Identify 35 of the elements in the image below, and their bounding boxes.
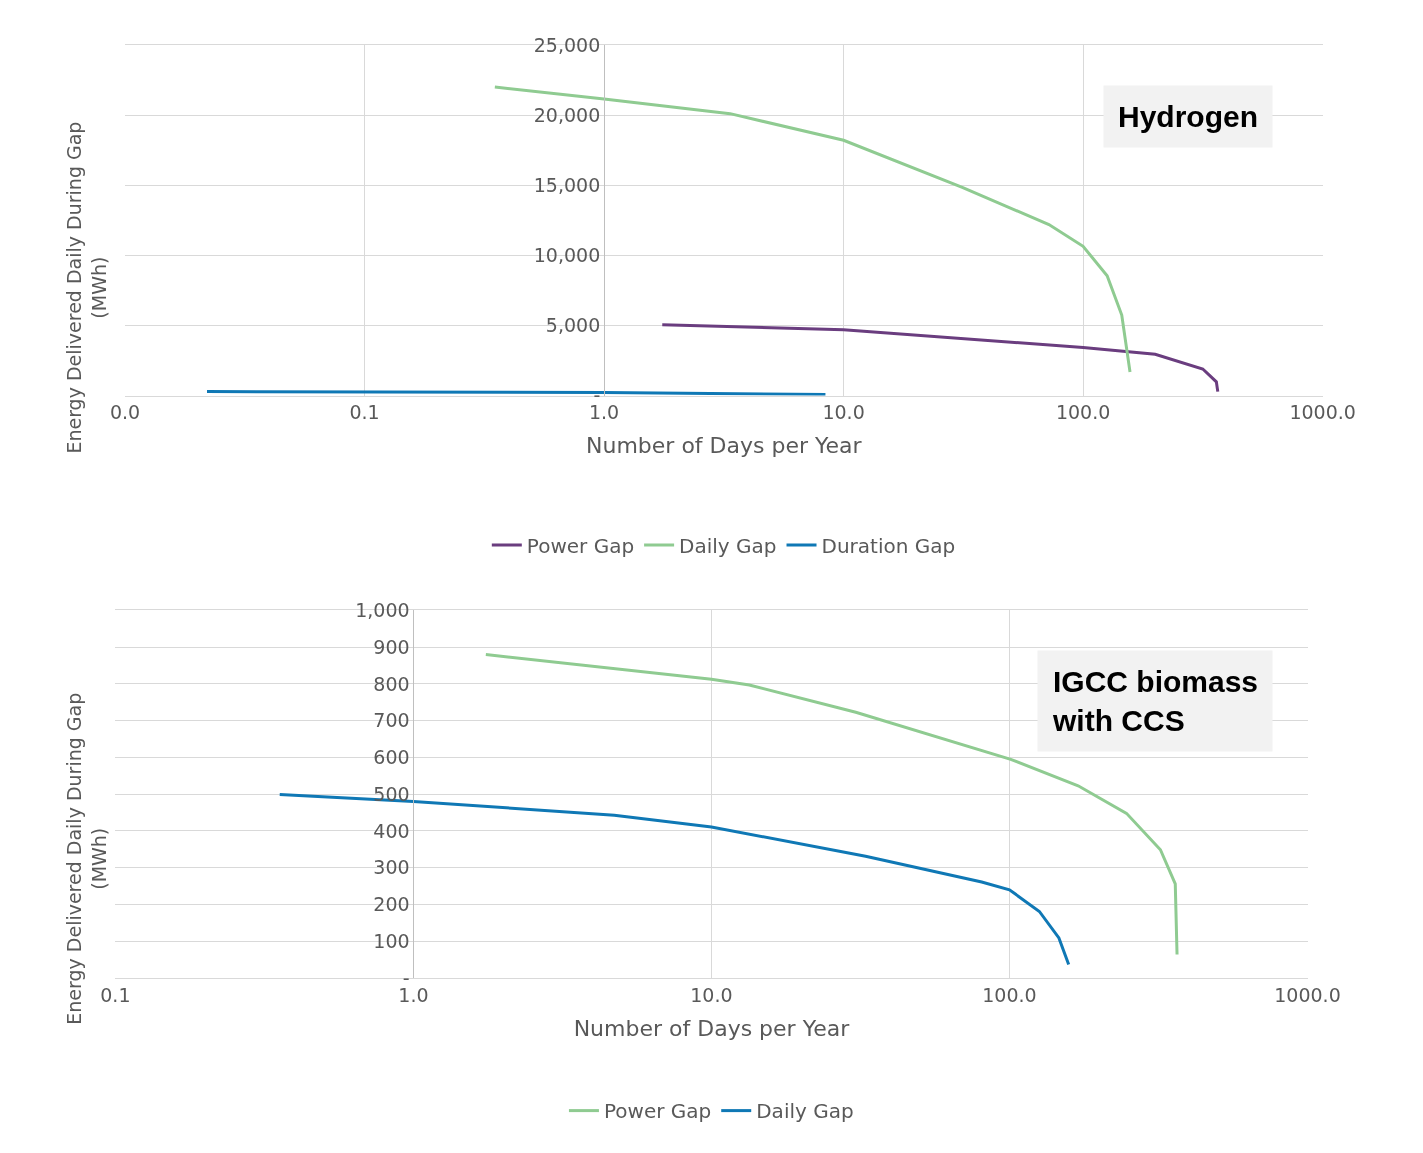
y-tick-label: 900 (373, 635, 410, 658)
x-tick-label: 0.0 (109, 401, 141, 424)
legend-label: Power Gap (526, 533, 635, 558)
x-tick-label: 1000.0 (1274, 983, 1341, 1006)
y-tick-label: 1,000 (355, 599, 410, 622)
legend-label: Duration Gap (821, 533, 956, 558)
legend-label: Daily Gap (756, 1099, 854, 1124)
y-tick-label: 300 (373, 856, 410, 879)
x-tick-label: 1000.0 (1289, 401, 1356, 424)
x-tick-label: 0.1 (349, 401, 380, 424)
y-tick-label: 400 (373, 819, 410, 842)
y-tick-label: 10,000 (533, 243, 601, 266)
y-tick-label: 20,000 (533, 103, 601, 126)
legend-label: Power Gap (603, 1099, 712, 1124)
y-tick-label: 200 (373, 893, 410, 916)
x-tick-label: 100.0 (982, 983, 1037, 1006)
y-tick-label: 600 (373, 746, 410, 769)
annotation: IGCC biomass with CCS (1052, 665, 1259, 737)
x-axis-title: Number of Days per Year (573, 1015, 851, 1041)
y-axis-title: Energy Delivered Daily During Gap (MWh) (63, 121, 111, 454)
x-axis-title: Number of Days per Year (586, 433, 863, 459)
y-tick-label: 15,000 (533, 173, 601, 196)
x-tick-label: 1.0 (588, 401, 620, 424)
x-tick-label: 10.0 (690, 983, 733, 1006)
y-tick-label: 5,000 (545, 314, 601, 337)
x-tick-label: 100.0 (1055, 401, 1111, 424)
y-tick-label: 800 (373, 672, 410, 695)
y-tick-label: 700 (373, 709, 410, 732)
y-tick-label: 500 (373, 782, 410, 805)
legend-label: Daily Gap (679, 533, 777, 558)
x-tick-label: 0.1 (100, 983, 131, 1006)
annotation: Hydrogen (1118, 100, 1259, 133)
x-tick-label: 10.0 (822, 401, 865, 424)
y-tick-label: 100 (373, 929, 410, 952)
y-tick-label: 25,000 (533, 33, 601, 56)
